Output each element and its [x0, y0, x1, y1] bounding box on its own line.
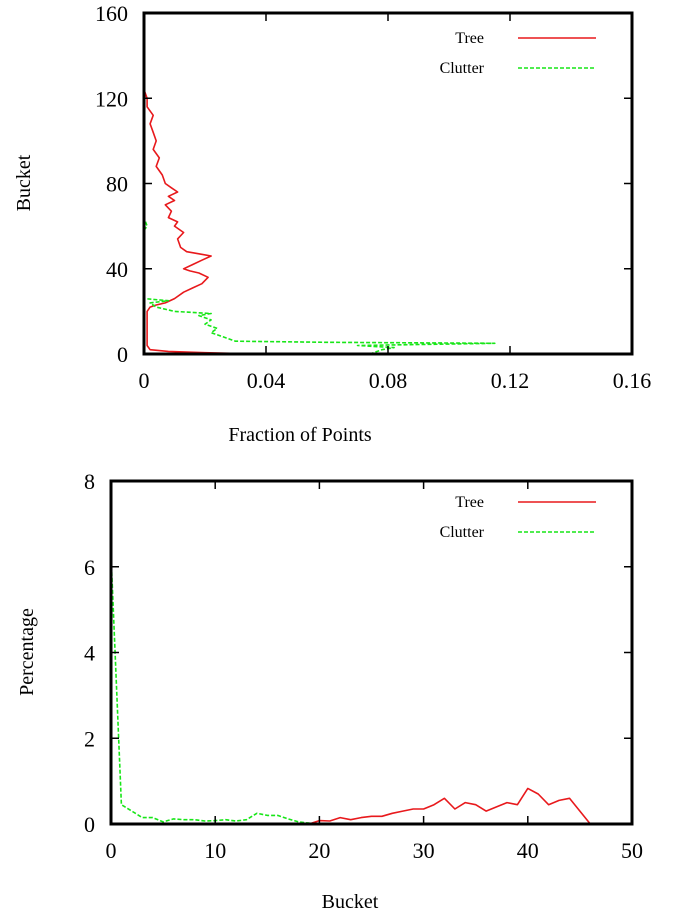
- x-tick-label: 40: [517, 838, 539, 863]
- x-tick-label: 20: [308, 838, 330, 863]
- x-tick-label: 0: [139, 368, 150, 393]
- y-tick-label: 160: [95, 1, 128, 26]
- y-axis-label: Bucket: [13, 154, 35, 211]
- x-tick-label: 10: [204, 838, 226, 863]
- y-tick-label: 6: [84, 555, 95, 580]
- plot-frame: [109, 479, 634, 826]
- x-tick-label: 0.08: [369, 368, 408, 393]
- x-tick-label: 0.12: [491, 368, 530, 393]
- chart-bucket-vs-fraction: 0 0.04 0.08 0.12 0.16 0 40 80 120 160 Fraction of …: [13, 1, 651, 446]
- plot-frame: [142, 11, 634, 356]
- series-line-clutter-1: [110, 553, 320, 825]
- x-tick-label: 30: [413, 838, 435, 863]
- chart-percentage-vs-bucket: 0 10 20 30 40 50 0 2 4 6 8 Bucket Percentage Tree Clut…: [16, 469, 643, 913]
- y-tick-label: 2: [84, 726, 95, 751]
- y-tick-label: 4: [84, 641, 95, 666]
- y-tick-label: 0: [117, 342, 128, 367]
- y-tick-label: 8: [84, 469, 95, 494]
- series-line-tree-0: [143, 89, 257, 355]
- x-tick-label: 0.04: [247, 368, 286, 393]
- x-tick-label: 0.16: [613, 368, 652, 393]
- y-tick-label: 120: [95, 86, 128, 111]
- legend-label-tree: Tree: [455, 494, 484, 511]
- series-line-clutter-0: [143, 297, 496, 355]
- y-tick-label: 0: [84, 812, 95, 837]
- legend-label-clutter: Clutter: [440, 524, 485, 541]
- y-tick-label: 40: [106, 257, 128, 282]
- x-tick-label: 0: [106, 838, 117, 863]
- legend-label-tree: Tree: [455, 30, 484, 47]
- x-tick-label: 50: [621, 838, 643, 863]
- y-axis-label: Percentage: [16, 608, 38, 696]
- x-axis-label: Bucket: [322, 891, 379, 913]
- x-axis-label: Fraction of Points: [228, 424, 372, 446]
- series-line-tree-1: [308, 787, 591, 825]
- legend-label-clutter: Clutter: [440, 60, 485, 77]
- y-tick-label: 80: [106, 172, 128, 197]
